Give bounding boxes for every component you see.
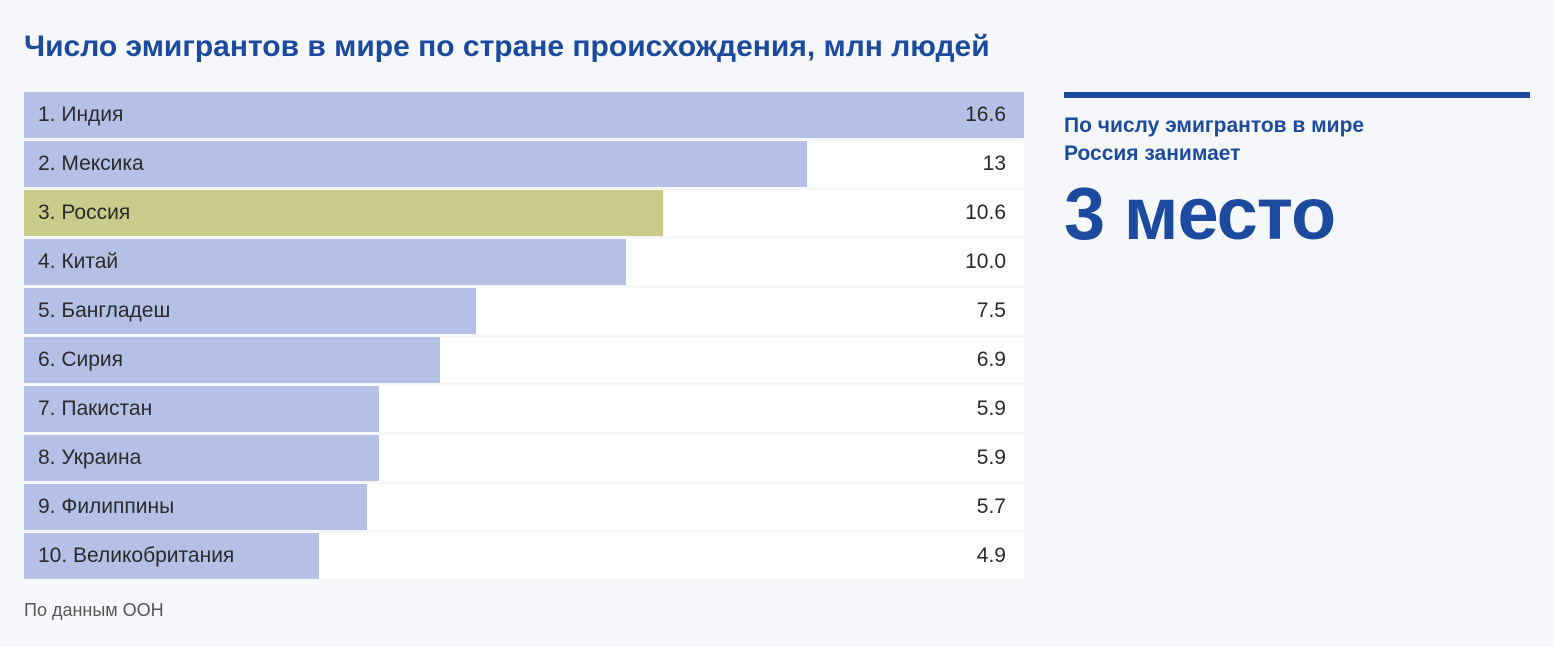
bar-row: 2. Мексика 13 xyxy=(24,141,1024,187)
bar-value: 5.7 xyxy=(977,495,1006,519)
bar-row: 4. Китай 10.0 xyxy=(24,239,1024,285)
content-row: 1. Индия 16.6 2. Мексика 13 3. Россия 10.6 4. … xyxy=(24,92,1530,582)
bar-label: 10. Великобритания xyxy=(38,544,234,568)
bar-row: 6. Сирия 6.9 xyxy=(24,337,1024,383)
bar-value: 10.6 xyxy=(965,201,1006,225)
bar-row: 3. Россия 10.6 xyxy=(24,190,1024,236)
bar-fill xyxy=(24,92,1024,138)
callout-big-text: 3 место xyxy=(1064,177,1530,251)
callout-panel: По числу эмигрантов в мире Россия занима… xyxy=(1064,92,1530,582)
bar-label: 3. Россия xyxy=(38,201,130,225)
bar-label: 7. Пакистан xyxy=(38,397,152,421)
bar-label: 6. Сирия xyxy=(38,348,123,372)
bar-value: 4.9 xyxy=(977,544,1006,568)
source-note: По данным ООН xyxy=(24,600,1530,621)
callout-line-2: Россия занимает xyxy=(1064,140,1530,168)
callout-rule xyxy=(1064,92,1530,98)
bar-row: 7. Пакистан 5.9 xyxy=(24,386,1024,432)
callout-line-1: По числу эмигрантов в мире xyxy=(1064,112,1530,140)
chart-title: Число эмигрантов в мире по стране происх… xyxy=(24,30,1530,64)
bar-label: 4. Китай xyxy=(38,250,118,274)
bar-label: 1. Индия xyxy=(38,103,123,127)
bar-value: 6.9 xyxy=(977,348,1006,372)
bar-value: 10.0 xyxy=(965,250,1006,274)
bar-value: 16.6 xyxy=(965,103,1006,127)
bar-label: 2. Мексика xyxy=(38,152,144,176)
bar-value: 5.9 xyxy=(977,397,1006,421)
bar-label: 8. Украина xyxy=(38,446,141,470)
bar-label: 5. Бангладеш xyxy=(38,299,170,323)
bar-value: 7.5 xyxy=(977,299,1006,323)
bar-row: 10. Великобритания 4.9 xyxy=(24,533,1024,579)
bar-value: 5.9 xyxy=(977,446,1006,470)
bar-row: 9. Филиппины 5.7 xyxy=(24,484,1024,530)
bar-label: 9. Филиппины xyxy=(38,495,174,519)
bar-row: 5. Бангладеш 7.5 xyxy=(24,288,1024,334)
bar-value: 13 xyxy=(983,152,1006,176)
bar-row: 1. Индия 16.6 xyxy=(24,92,1024,138)
bar-row: 8. Украина 5.9 xyxy=(24,435,1024,481)
bar-chart: 1. Индия 16.6 2. Мексика 13 3. Россия 10.6 4. … xyxy=(24,92,1024,582)
